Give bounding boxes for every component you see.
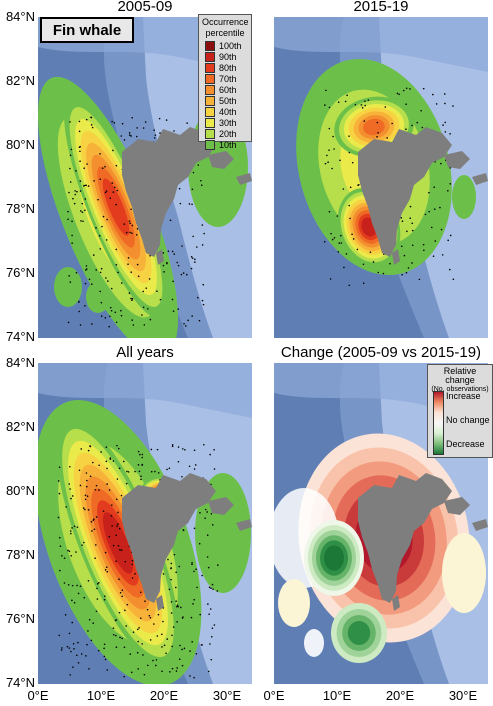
map-panel-2015-19 <box>274 17 488 338</box>
density-contour <box>304 629 324 657</box>
density-contour <box>278 579 310 627</box>
legend-title-line1: Occurrence <box>202 17 249 27</box>
y-tick-label: 74°N <box>5 329 35 344</box>
x-tick-label: 30°E <box>448 688 478 703</box>
x-tick-label: 20°E <box>385 688 415 703</box>
change-legend-title-text: Relative change <box>443 366 477 385</box>
legend-entry: 70th <box>199 73 251 84</box>
density-contour <box>363 118 385 136</box>
density-contour <box>102 512 134 574</box>
panel-title-change: Change (2005-09 vs 2015-19) <box>280 344 482 361</box>
northern-shelf <box>274 17 488 72</box>
change-label-decrease: Decrease <box>446 439 485 449</box>
legend-entry: 50th <box>199 95 251 106</box>
legend-swatch <box>205 95 215 106</box>
change-legend-subtitle: (No. observations) <box>431 386 489 393</box>
legend-entry: 30th <box>199 117 251 128</box>
y-tick-label: 78°N <box>5 201 35 216</box>
y-tick-label: 82°N <box>5 419 35 434</box>
legend-label: 50th <box>219 95 237 106</box>
legend-entry: 90th <box>199 51 251 62</box>
x-tick-label: 20°E <box>149 688 179 703</box>
legend-label: 60th <box>219 84 237 95</box>
density-contour <box>54 267 82 307</box>
species-label: Fin whale <box>40 17 134 43</box>
legend-entry: 60th <box>199 84 251 95</box>
legend-label: 70th <box>219 73 237 84</box>
density-contour <box>452 175 476 219</box>
legend-swatch <box>205 51 215 62</box>
change-legend: Relative change (No. observations) Incre… <box>427 364 493 458</box>
y-tick-label: 84°N <box>5 9 35 24</box>
panel-title-2005-09: 2005-09 <box>117 0 173 15</box>
map-panel-all-years <box>38 363 252 684</box>
panel-title-2015-19: 2015-19 <box>353 0 409 15</box>
x-tick-label: 0°E <box>27 688 49 703</box>
y-tick-label: 78°N <box>5 547 35 562</box>
legend-entry: 20th <box>199 128 251 139</box>
legend-entry: 80th <box>199 62 251 73</box>
y-tick-label: 80°N <box>5 137 35 152</box>
legend-label: 10th <box>219 139 237 150</box>
svalbard-land <box>358 127 488 265</box>
legend-swatch <box>205 106 215 117</box>
legend-swatch <box>205 117 215 128</box>
x-tick-label: 0°E <box>263 688 285 703</box>
legend-label: 20th <box>219 128 237 139</box>
occurrence-legend-title: Occurrence percentile <box>199 15 251 40</box>
change-label-increase: Increase <box>446 391 481 401</box>
legend-label: 90th <box>219 51 237 62</box>
legend-swatch <box>205 73 215 84</box>
density-contour <box>347 621 371 645</box>
legend-label: 30th <box>219 117 237 128</box>
legend-label: 80th <box>219 62 237 73</box>
legend-entry: 100th <box>199 40 251 51</box>
legend-swatch <box>205 139 215 150</box>
legend-label: 100th <box>219 40 242 51</box>
y-tick-label: 84°N <box>5 355 35 370</box>
panel-title-all-years: All years <box>116 344 174 361</box>
legend-entry: 10th <box>199 139 251 150</box>
y-tick-label: 82°N <box>5 73 35 88</box>
legend-swatch <box>205 62 215 73</box>
legend-swatch <box>205 128 215 139</box>
y-tick-label: 80°N <box>5 483 35 498</box>
y-tick-label: 76°N <box>5 265 35 280</box>
density-contour <box>324 545 344 571</box>
x-tick-label: 10°E <box>322 688 352 703</box>
change-legend-title: Relative change (No. observations) <box>428 365 492 396</box>
svalbard-land <box>358 473 488 611</box>
change-colorbar <box>433 391 444 455</box>
northern-shelf <box>38 363 252 418</box>
y-tick-label: 74°N <box>5 675 35 690</box>
change-label-no-change: No change <box>446 415 490 425</box>
svalbard-land <box>122 127 252 265</box>
x-tick-label: 10°E <box>86 688 116 703</box>
legend-title-line2: percentile <box>205 28 245 38</box>
density-contour <box>102 178 130 236</box>
x-tick-label: 30°E <box>212 688 242 703</box>
legend-swatch <box>205 84 215 95</box>
occurrence-legend: Occurrence percentile 100th 90th 80th 70th 6… <box>198 14 252 150</box>
legend-entries: 100th 90th 80th 70th 60th 50th 40th 30th 20th 10t… <box>199 40 251 150</box>
y-tick-label: 76°N <box>5 611 35 626</box>
map-panel-change <box>274 363 488 684</box>
legend-swatch <box>205 40 215 51</box>
legend-label: 40th <box>219 106 237 117</box>
legend-entry: 40th <box>199 106 251 117</box>
svalbard-land <box>122 473 252 611</box>
density-contour <box>86 281 110 313</box>
density-contour <box>442 533 486 613</box>
